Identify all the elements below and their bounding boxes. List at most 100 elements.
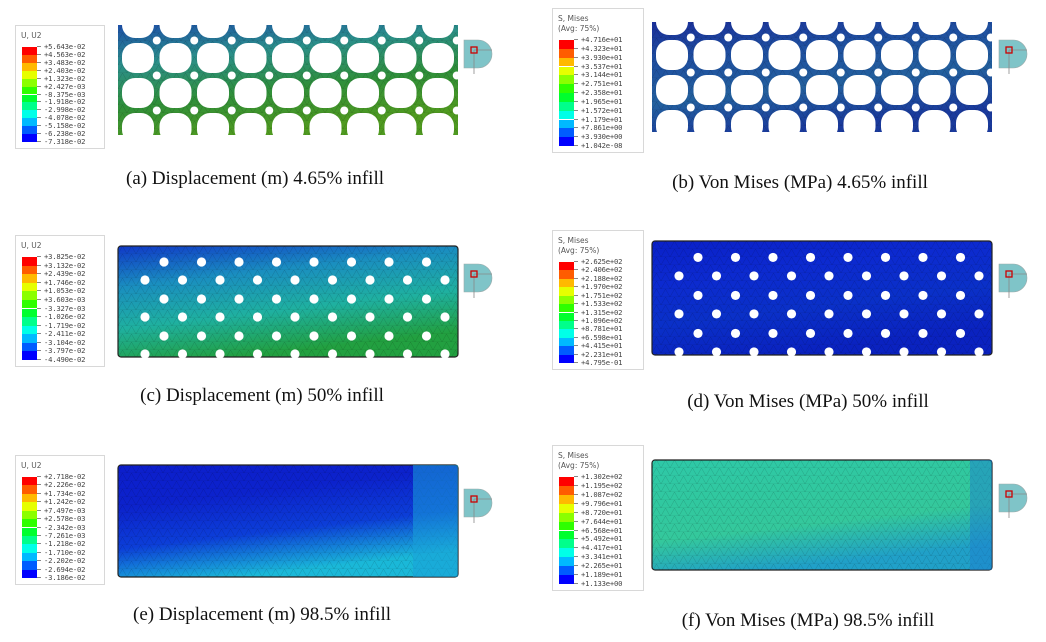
legend-entry: +2.358e+01 [559, 88, 639, 102]
fea-model [117, 245, 459, 359]
legend-swatch [559, 57, 574, 67]
legend-value: +3.341e+01 [581, 552, 623, 562]
legend-value: -6.238e-02 [44, 129, 86, 139]
legend-entry: +2.226e-02 [22, 480, 102, 494]
legend-entry: +1.533e+02 [559, 299, 639, 313]
legend-value: +2.625e+02 [581, 257, 623, 266]
legend-entry: +1.242e-02 [22, 497, 102, 511]
legend-value: -2.694e-02 [44, 564, 86, 574]
legend-value: +1.195e+02 [581, 480, 623, 490]
legend-swatch [559, 93, 574, 102]
legend-value: +3.930e+00 [581, 132, 623, 142]
legend-swatch [22, 317, 37, 326]
legend-value: +2.188e+02 [581, 273, 623, 283]
subfigure-caption: (d) Von Mises (MPa) 50% infill [687, 391, 929, 412]
subfigure-caption: (b) Von Mises (MPa) 4.65% infill [672, 172, 928, 193]
axis-triad-icon [998, 263, 1028, 298]
legend-entry: +3.483e-02 [22, 58, 102, 71]
legend-value: +2.231e+01 [581, 349, 623, 359]
legend-entry: -1.218e-02 [22, 539, 102, 553]
legend-entry: +3.341e+01 [559, 552, 639, 567]
legend-swatch [559, 119, 574, 129]
legend-swatch [22, 510, 37, 520]
legend-entry: +9.796e+01 [559, 499, 639, 513]
legend-swatch [559, 48, 574, 58]
legend-swatch [559, 346, 574, 355]
legend-entry: +7.497e-03 [22, 506, 102, 520]
legend-value: -8.375e-03 [44, 89, 86, 99]
legend-swatch [559, 329, 574, 338]
legend-swatch [22, 477, 37, 486]
legend-value: +5.643e-02 [44, 42, 86, 51]
color-legend: S, Mises (Avg: 75%) +4.716e+01 +4.323e+01 +3… [552, 8, 644, 153]
legend-value: -2.998e-02 [44, 105, 86, 115]
legend-value: +3.930e+01 [581, 52, 623, 62]
legend-entry: -4.490e-02 [22, 355, 102, 368]
legend-value: -1.918e-02 [44, 97, 86, 107]
axis-triad-icon [463, 39, 493, 74]
legend-title: S, Mises [558, 451, 589, 460]
legend-entry: +7.861e+00 [559, 123, 639, 138]
legend-entry: -5.158e-02 [22, 121, 102, 135]
legend-swatch [22, 102, 37, 111]
axis-triad-icon [463, 488, 493, 523]
legend-value: +4.563e-02 [44, 49, 86, 59]
legend-value: +9.796e+01 [581, 498, 623, 508]
legend-swatch [22, 561, 37, 570]
legend-entry: +1.572e+01 [559, 106, 639, 120]
legend-swatch [22, 308, 37, 318]
axis-triad-icon [998, 39, 1028, 74]
legend-entry: -8.375e-03 [22, 90, 102, 103]
legend-entry: +3.603e-03 [22, 295, 102, 309]
legend-value: +1.242e-02 [44, 497, 86, 507]
legend-swatch [22, 485, 37, 494]
legend-swatch [559, 304, 574, 313]
legend-swatch [559, 287, 574, 296]
legend-swatch [22, 265, 37, 275]
legend-value: +3.483e-02 [44, 57, 86, 67]
legend-entry: +2.439e-02 [22, 269, 102, 283]
legend-entry: +1.053e-02 [22, 286, 102, 300]
legend-entry: -2.411e-02 [22, 329, 102, 343]
legend-value: +2.427e-03 [44, 81, 86, 91]
legend-title: (Avg: 75%) [558, 24, 600, 33]
legend-entry: +1.133e+00 [559, 579, 639, 592]
legend-value: -5.158e-02 [44, 121, 86, 131]
legend-entry: +3.537e+01 [559, 62, 639, 76]
legend-swatch [559, 278, 574, 288]
legend-swatch [22, 54, 37, 63]
legend-value: +7.861e+00 [581, 123, 623, 133]
legend-value: +3.144e+01 [581, 70, 623, 80]
legend-swatch [22, 535, 37, 545]
legend-swatch [559, 101, 574, 111]
legend-swatch [22, 502, 37, 511]
legend-value: +1.042e-08 [581, 141, 623, 150]
legend-swatch [559, 575, 574, 584]
legend-entry: +4.563e-02 [22, 50, 102, 63]
color-legend: U, U2 +5.643e-02 +4.563e-02 +3.483e-02 +2.40… [15, 25, 105, 149]
legend-entry: +8.781e+01 [559, 324, 639, 338]
holes [656, 5, 1033, 182]
legend-value: +6.568e+01 [581, 525, 623, 535]
legend-value: -2.342e-03 [44, 522, 86, 532]
legend-entry: +2.231e+01 [559, 350, 639, 363]
legend-swatch [22, 493, 37, 503]
legend-entry: +8.720e+01 [559, 508, 639, 522]
legend-entry: +3.132e-02 [22, 261, 102, 275]
legend-swatch [22, 118, 37, 127]
legend-value: +3.132e-02 [44, 260, 86, 270]
legend-value: +5.492e+01 [581, 534, 623, 544]
legend-entry: +3.144e+01 [559, 70, 639, 85]
legend-swatch [559, 503, 574, 513]
legend-swatch [559, 75, 574, 85]
legend-value: -3.104e-02 [44, 337, 86, 347]
legend-value: -2.202e-02 [44, 556, 86, 566]
legend-entry: +2.625e+02 [559, 257, 639, 271]
legend-entry: +2.427e-03 [22, 82, 102, 95]
legend-swatch [22, 94, 37, 103]
legend-swatch [559, 557, 574, 567]
legend-value: +4.323e+01 [581, 43, 623, 53]
legend-swatch [559, 110, 574, 120]
legend-entry: +1.315e+02 [559, 308, 639, 321]
legend-swatch [22, 299, 37, 309]
